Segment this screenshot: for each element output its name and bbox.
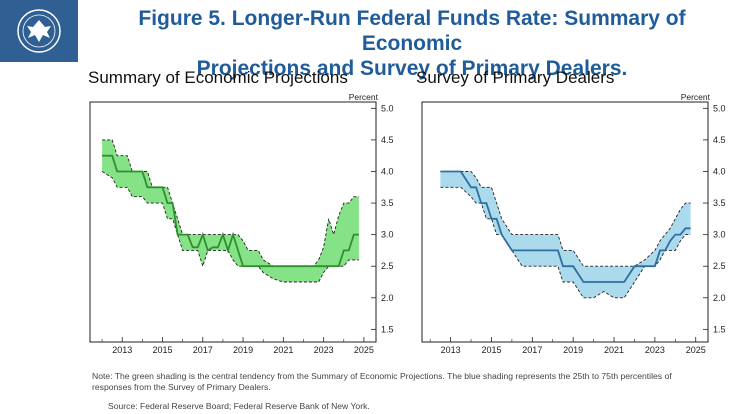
chart-title-sep: Summary of Economic Projections — [88, 68, 348, 87]
x-tick-label-2021: 2021 — [604, 345, 624, 355]
x-tick-label-2013: 2013 — [441, 345, 461, 355]
y-axis-label: Percent — [349, 92, 379, 102]
x-tick-label-2017: 2017 — [522, 345, 542, 355]
x-tick-label-2023: 2023 — [314, 345, 334, 355]
upper-bound-line — [440, 171, 691, 267]
title-line-1: Figure 5. Longer-Run Federal Funds Rate:… — [138, 7, 686, 55]
federal-reserve-seal-icon — [17, 9, 61, 53]
x-tick-label-2015: 2015 — [481, 345, 501, 355]
x-tick-label-2023: 2023 — [645, 345, 665, 355]
y-tick-label-4.5: 4.5 — [713, 135, 726, 145]
y-tick-label-1.5: 1.5 — [381, 324, 394, 334]
y-tick-label-4: 4.0 — [381, 166, 394, 176]
lower-bound-line — [440, 186, 691, 299]
y-tick-label-3: 3.0 — [713, 230, 726, 240]
y-tick-label-5: 5.0 — [713, 103, 726, 113]
y-tick-label-2: 2.0 — [713, 293, 726, 303]
shaded-band — [102, 139, 359, 282]
y-axis-label: Percent — [681, 92, 711, 102]
sep-chart: 2013 2015 2017 2019 2021 2023 2025 1.5 2.0 2.5 3.0… — [89, 92, 394, 355]
y-tick-label-3.5: 3.5 — [713, 198, 726, 208]
plot-frame — [89, 101, 377, 343]
chart-title-dealers: Survey of Primary Dealers — [416, 68, 615, 87]
y-tick-label-5: 5.0 — [381, 103, 394, 113]
title-line-2: Projections and Survey of Primary Dealer… — [196, 57, 628, 80]
y-tick-label-3.5: 3.5 — [381, 198, 394, 208]
x-tick-label-2019: 2019 — [233, 345, 253, 355]
logo-box — [0, 0, 78, 62]
y-tick-label-4: 4.0 — [713, 166, 726, 176]
y-tick-label-2.5: 2.5 — [713, 261, 726, 271]
chart-source: Source: Federal Reserve Board; Federal R… — [108, 401, 370, 411]
x-tick-label-2017: 2017 — [193, 345, 213, 355]
y-tick-label-2: 2.0 — [381, 293, 394, 303]
x-tick-label-2021: 2021 — [273, 345, 293, 355]
x-tick-label-2019: 2019 — [563, 345, 583, 355]
x-tick-label-2013: 2013 — [112, 345, 132, 355]
x-tick-label-2025: 2025 — [686, 345, 706, 355]
x-tick-label-2025: 2025 — [354, 345, 374, 355]
median-line — [102, 154, 359, 268]
page-title: Figure 5. Longer-Run Federal Funds Rate:… — [92, 6, 732, 81]
y-tick-label-3: 3.0 — [381, 230, 394, 240]
dealers-chart: 2013 2015 2017 2019 2021 2023 2025 1.5 2.0 2.5 3.0… — [421, 92, 726, 355]
y-tick-label-1.5: 1.5 — [713, 324, 726, 334]
x-tick-label-2015: 2015 — [152, 345, 172, 355]
y-tick-label-2.5: 2.5 — [381, 261, 394, 271]
chart-note: Note: The green shading is the central t… — [92, 371, 672, 392]
median-line — [440, 170, 691, 283]
lower-bound-line — [101, 171, 359, 283]
y-tick-label-4.5: 4.5 — [381, 135, 394, 145]
plot-frame — [421, 101, 709, 343]
